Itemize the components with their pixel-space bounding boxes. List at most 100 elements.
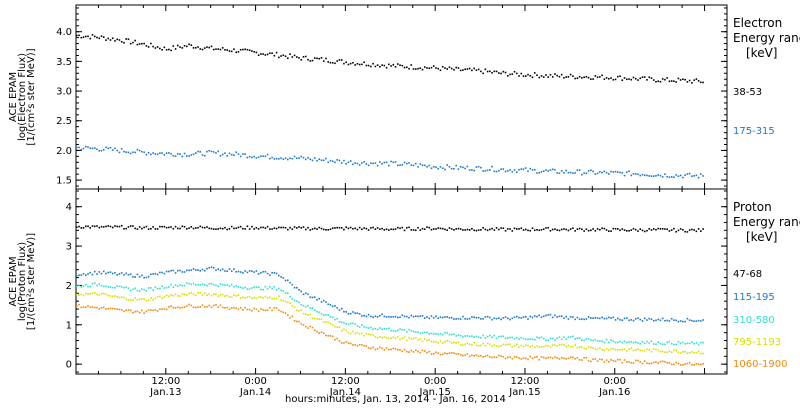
data-point [605,229,608,231]
data-point [210,45,213,48]
data-point [498,345,500,348]
data-point [426,339,428,342]
data-point [666,319,668,322]
data-point [273,158,276,160]
data-point [594,75,597,77]
data-point [334,305,336,307]
data-point [471,316,473,318]
data-point [542,228,545,230]
data-point [150,309,152,311]
data-point [603,227,606,230]
y-tick-label: 1 [66,320,72,331]
data-point [293,286,296,289]
data-point [381,347,383,350]
data-point [417,350,419,353]
data-point [677,351,680,354]
data-point [251,310,253,312]
data-point [446,352,448,355]
data-point [87,285,89,288]
data-point [655,343,657,346]
data-point [527,358,529,361]
data-point [592,170,594,173]
data-point [695,78,698,80]
data-point [174,272,177,274]
data-point [558,343,561,346]
data-point [179,284,181,286]
data-point [334,318,336,321]
data-point [686,81,689,83]
data-point [574,338,576,340]
data-point [628,361,630,363]
data-point [114,40,116,42]
data-point [659,319,662,322]
data-point [91,282,94,285]
data-point [448,317,451,319]
data-point [392,228,395,231]
x-tick-label-time: 12:00 [511,376,540,387]
data-point [226,155,229,157]
data-point [147,152,150,154]
data-point [105,146,107,149]
legend-title: Proton [733,200,772,214]
data-point [237,270,240,273]
data-point [311,59,314,62]
data-point [630,341,633,343]
data-point [78,225,80,228]
data-point [102,292,105,295]
data-point [132,311,134,314]
data-point [668,362,671,364]
data-point [684,351,686,353]
data-point [311,326,314,329]
data-point [100,272,103,275]
data-point [246,48,249,51]
data-point [372,316,374,319]
data-point [183,152,186,155]
data-point [457,341,460,344]
data-point [221,306,224,309]
data-point [228,308,231,310]
data-point [123,310,125,313]
data-point [414,162,417,165]
data-point [318,332,321,334]
data-point [623,317,626,320]
data-point [650,340,653,343]
data-point [639,361,642,363]
data-point [515,72,518,75]
data-point [226,284,229,286]
data-point [385,161,388,164]
data-point [444,352,446,354]
data-point [619,358,621,361]
data-point [127,299,130,302]
data-point [165,226,168,229]
data-point [599,358,601,361]
data-point [637,317,639,319]
data-point [565,338,567,340]
data-point [394,337,397,339]
data-point [298,157,300,159]
data-point [76,293,78,296]
data-point [417,338,419,341]
legend-title: Electron [733,16,782,30]
data-point [529,338,532,340]
data-point [670,317,673,320]
data-point [596,348,599,351]
data-point [623,77,626,79]
data-point [273,54,276,57]
data-point [302,324,305,326]
data-point [450,67,453,70]
data-point [455,228,457,230]
data-point [610,339,612,342]
data-point [691,351,693,353]
data-point [91,225,94,227]
data-point [190,154,193,156]
data-point [354,312,356,314]
data-point [87,293,89,295]
data-point [473,341,475,344]
data-point [641,76,644,79]
data-point [515,336,518,339]
data-point [280,299,282,301]
data-point [325,334,327,337]
data-point [394,228,397,230]
data-point [574,318,576,321]
data-point [466,165,469,168]
